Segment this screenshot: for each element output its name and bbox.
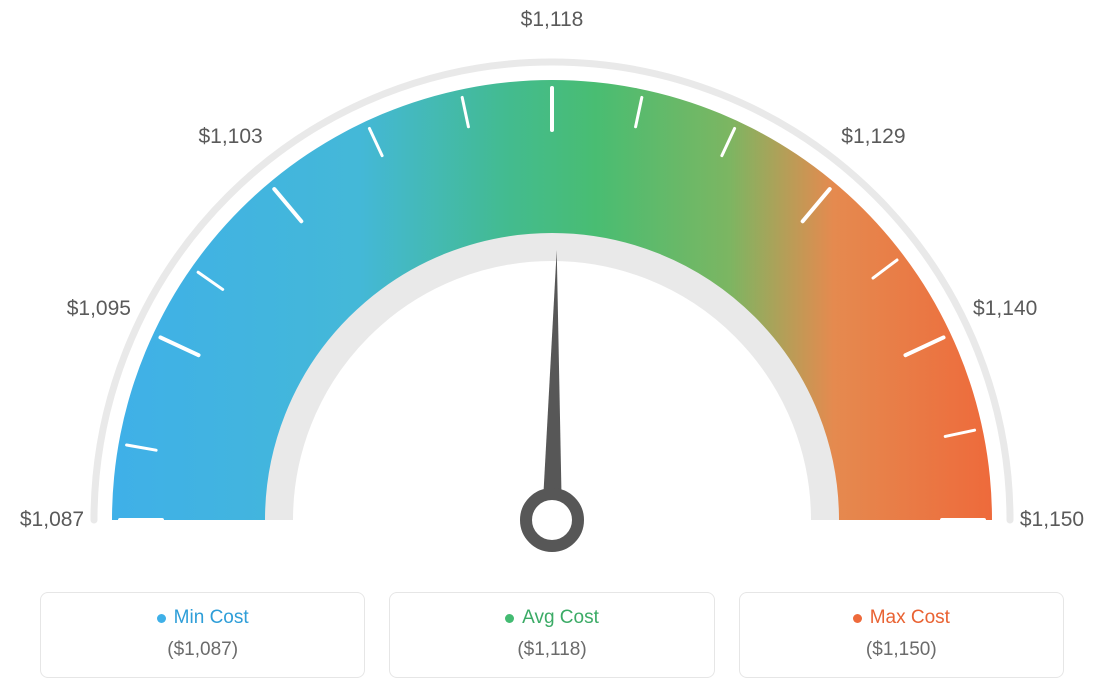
gauge-tick-label: $1,118 bbox=[521, 8, 584, 32]
dot-icon bbox=[853, 614, 862, 623]
dot-icon bbox=[505, 614, 514, 623]
gauge-tick-label: $1,150 bbox=[1020, 508, 1084, 532]
legend-value: ($1,118) bbox=[400, 639, 703, 661]
gauge-tick-label: $1,129 bbox=[841, 125, 905, 149]
legend-row: Min Cost ($1,087) Avg Cost ($1,118) Max … bbox=[0, 592, 1104, 678]
legend-value: ($1,150) bbox=[750, 639, 1053, 661]
gauge-chart: $1,087 $1,095 $1,103 $1,118 $1,129 $1,140 $1,1… bbox=[0, 0, 1104, 560]
gauge-tick-label: $1,095 bbox=[67, 297, 131, 321]
legend-card-max: Max Cost ($1,150) bbox=[739, 592, 1064, 678]
legend-top: Avg Cost bbox=[400, 607, 703, 629]
legend-label: Max Cost bbox=[870, 607, 950, 629]
legend-card-avg: Avg Cost ($1,118) bbox=[389, 592, 714, 678]
legend-top: Max Cost bbox=[750, 607, 1053, 629]
dot-icon bbox=[157, 614, 166, 623]
legend-top: Min Cost bbox=[51, 607, 354, 629]
legend-label: Min Cost bbox=[174, 607, 249, 629]
gauge-tick-label: $1,087 bbox=[20, 508, 84, 532]
gauge-svg bbox=[0, 0, 1104, 560]
legend-value: ($1,087) bbox=[51, 639, 354, 661]
legend-card-min: Min Cost ($1,087) bbox=[40, 592, 365, 678]
legend-label: Avg Cost bbox=[522, 607, 599, 629]
gauge-tick-label: $1,103 bbox=[198, 125, 262, 149]
gauge-tick-label: $1,140 bbox=[973, 297, 1037, 321]
